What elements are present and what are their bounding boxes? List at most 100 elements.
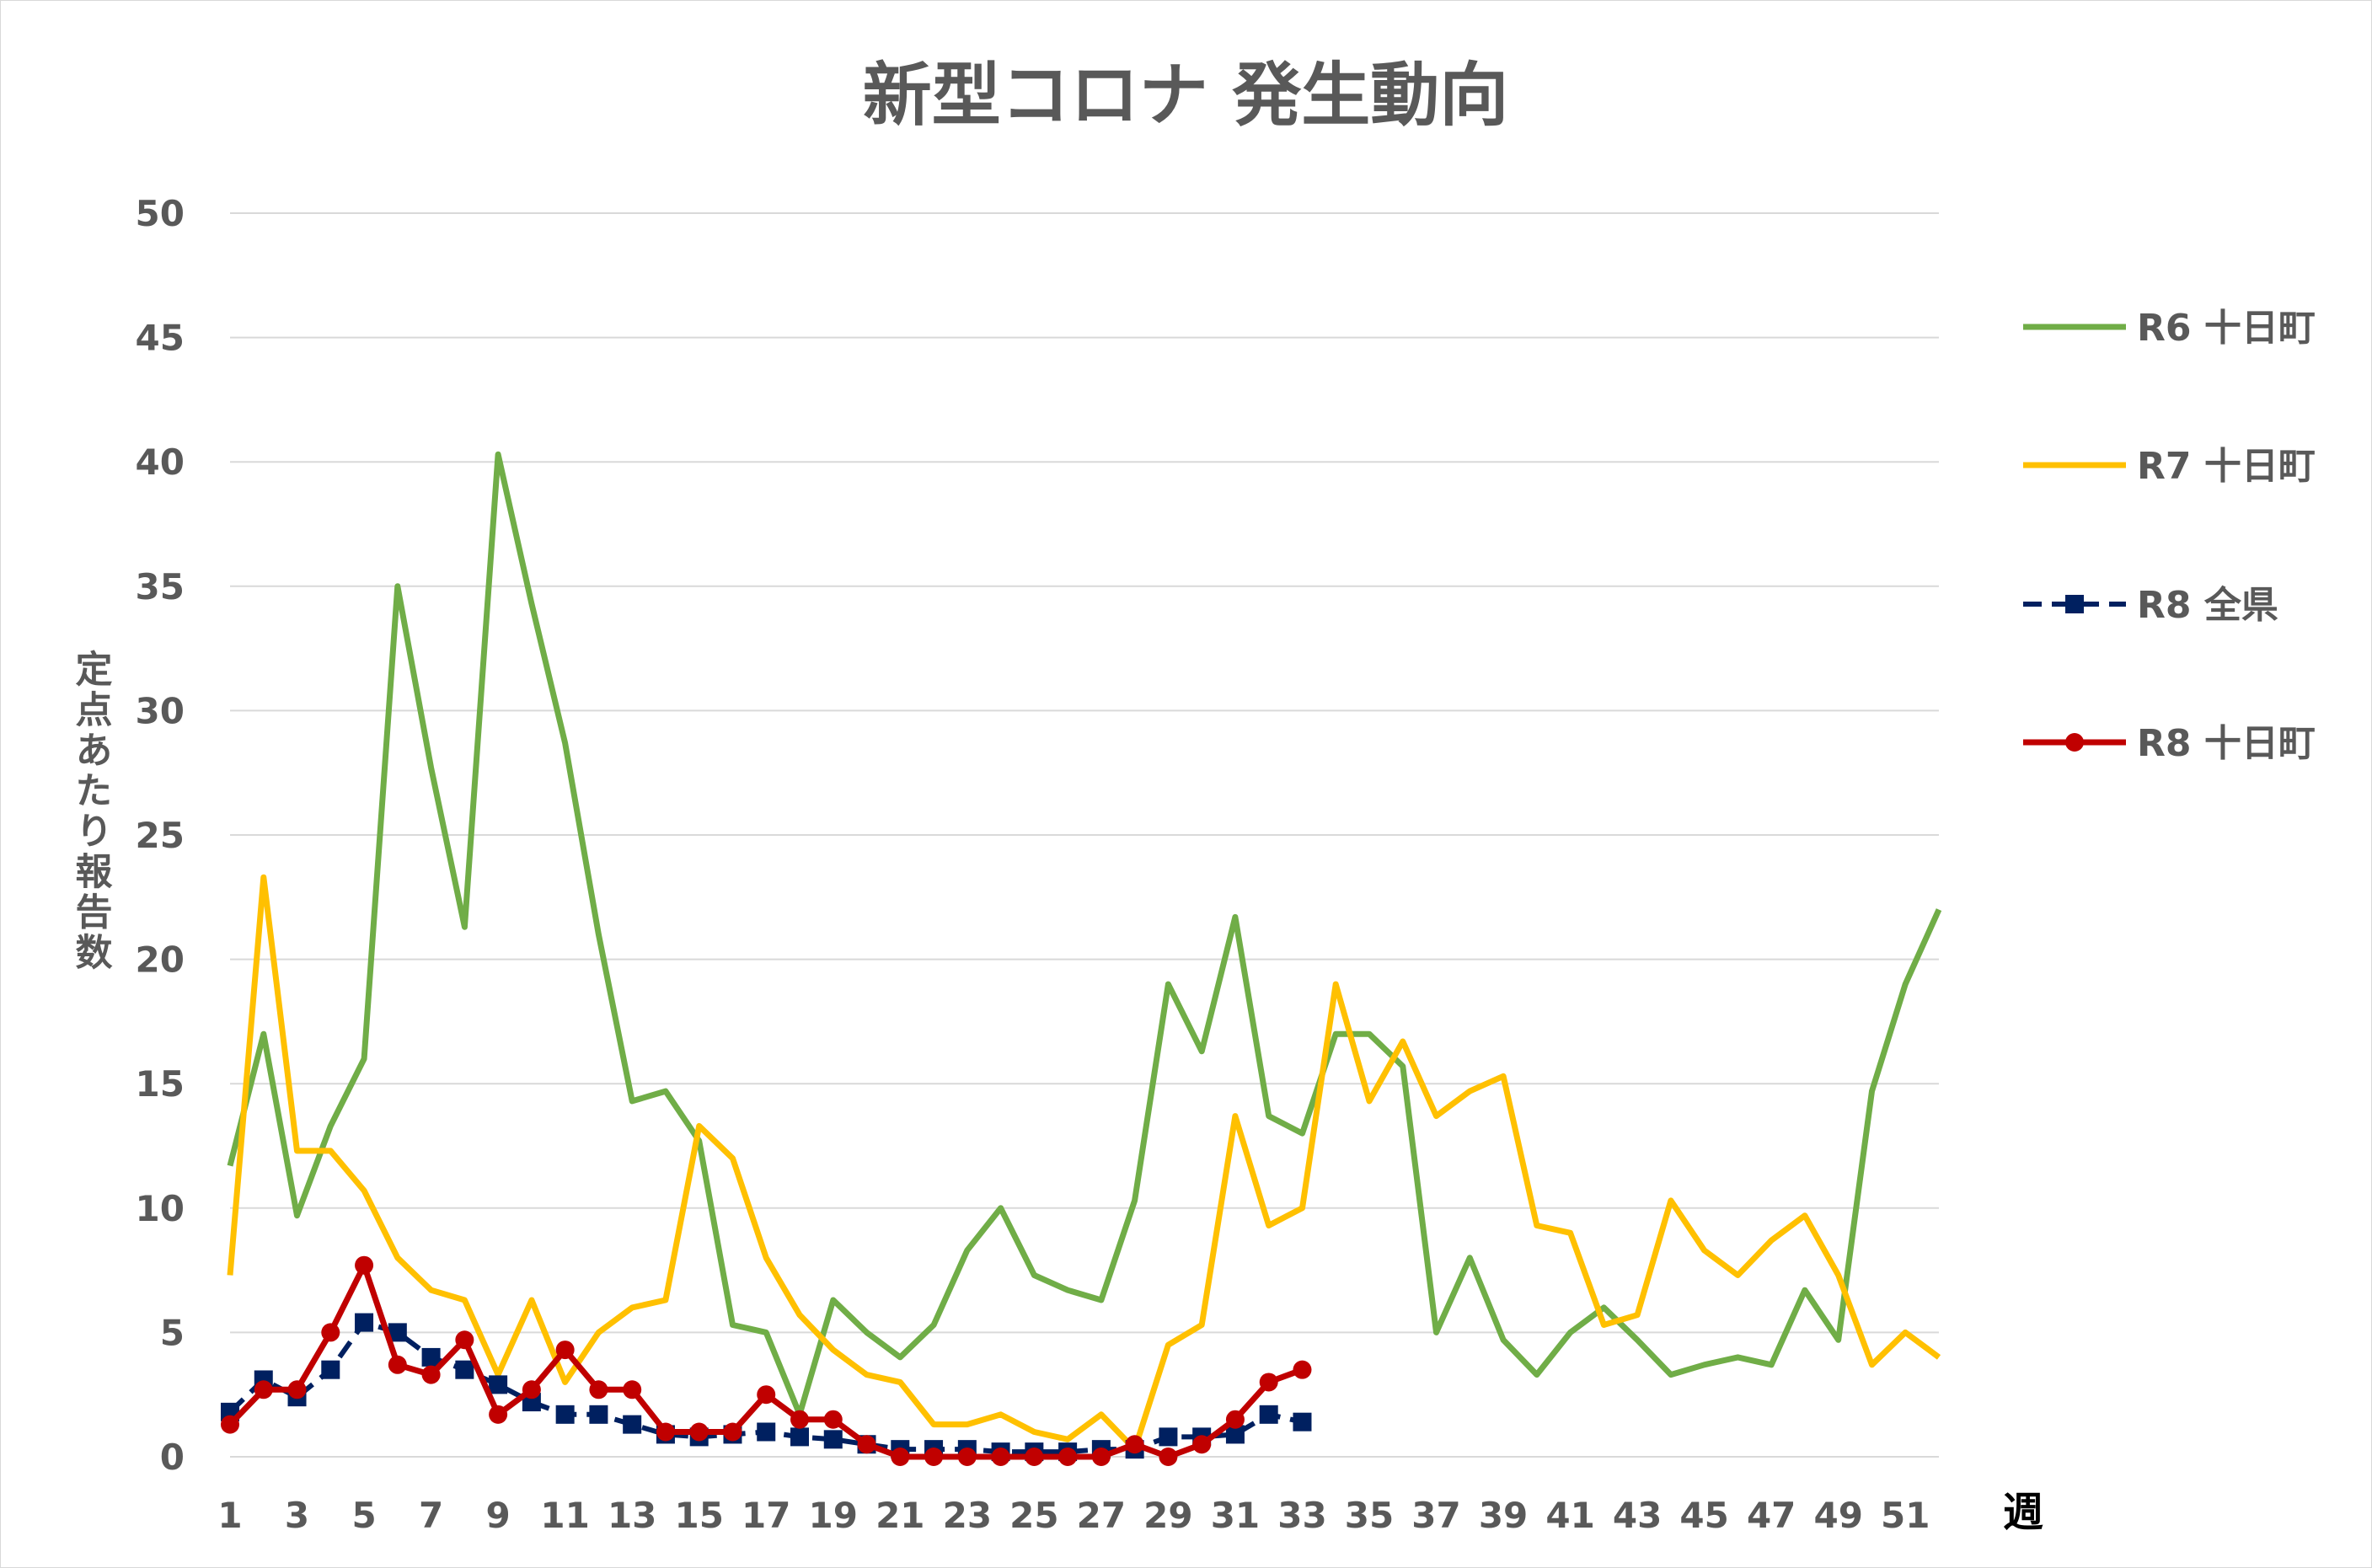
data-point	[1259, 1405, 1278, 1424]
data-point	[1259, 1373, 1278, 1392]
data-point	[522, 1380, 541, 1399]
data-point	[321, 1323, 340, 1342]
data-point	[790, 1410, 809, 1429]
y-tick-label: 15	[136, 1063, 185, 1105]
data-point	[823, 1430, 843, 1449]
data-point	[555, 1341, 575, 1360]
data-point	[757, 1385, 776, 1405]
data-point	[1225, 1410, 1245, 1429]
chart-title: 新型コロナ 発生動向	[863, 56, 1509, 136]
data-point	[1091, 1448, 1111, 1466]
data-point	[689, 1422, 709, 1442]
x-tick-label: 3	[285, 1495, 309, 1536]
data-point	[455, 1330, 474, 1350]
data-point	[421, 1365, 441, 1384]
data-point	[656, 1422, 675, 1442]
legend-marker	[2065, 595, 2084, 613]
legend-label: R8 十日町	[2137, 722, 2316, 765]
y-axis-ticks: 0 5 10 15 20 25 30 35 40 45 50	[136, 193, 185, 1478]
y-tick-label: 35	[136, 566, 185, 607]
data-point	[757, 1422, 776, 1442]
data-point	[489, 1405, 508, 1424]
y-axis-title: 定点あたり報告数	[69, 650, 113, 973]
x-tick-label: 43	[1613, 1495, 1662, 1536]
x-tick-label: 23	[943, 1495, 992, 1536]
data-point	[355, 1313, 374, 1332]
data-point	[421, 1347, 441, 1367]
legend: R6 十日町 R7 十日町 R8 全県 R8 十日町	[2023, 307, 2316, 765]
y-tick-label: 20	[136, 939, 185, 981]
data-point	[1293, 1360, 1312, 1379]
data-point	[355, 1255, 374, 1275]
data-point	[388, 1323, 407, 1342]
x-tick-label: 37	[1411, 1495, 1460, 1536]
data-point	[1293, 1412, 1312, 1432]
data-point	[589, 1405, 608, 1424]
data-point	[254, 1380, 273, 1399]
y-tick-label: 10	[136, 1188, 185, 1229]
y-tick-label: 30	[136, 690, 185, 731]
x-tick-label: 33	[1277, 1495, 1326, 1536]
data-point	[388, 1355, 407, 1374]
data-point	[723, 1422, 742, 1442]
x-tick-label: 13	[608, 1495, 656, 1536]
series-1	[227, 451, 1942, 1418]
legend-item: R8 十日町	[2023, 722, 2316, 765]
series-line	[227, 451, 1942, 1418]
x-tick-label: 15	[674, 1495, 723, 1536]
data-point	[1025, 1448, 1044, 1466]
x-tick-label: 25	[1009, 1495, 1058, 1536]
x-axis-ticks: 1 3 5 7 9 11 13 15 17 19 21 23 25 27 29 31 33 35 37 39 41 43 4…	[217, 1495, 1930, 1536]
data-point	[1058, 1448, 1078, 1466]
x-tick-label: 41	[1545, 1495, 1594, 1536]
data-point	[823, 1410, 843, 1429]
x-tick-label: 31	[1211, 1495, 1260, 1536]
x-axis-title: 週	[2003, 1489, 2043, 1536]
gridlines	[230, 212, 1939, 1458]
legend-label: R7 十日町	[2137, 445, 2316, 488]
y-tick-label: 0	[160, 1437, 185, 1478]
data-point	[857, 1435, 876, 1454]
y-tick-label: 45	[136, 318, 185, 359]
data-point	[623, 1380, 642, 1399]
data-point	[1192, 1435, 1212, 1454]
series-line	[227, 874, 1941, 1453]
series-2	[227, 874, 1941, 1453]
x-tick-label: 5	[351, 1495, 376, 1536]
data-point	[221, 1415, 239, 1434]
x-tick-label: 47	[1747, 1495, 1796, 1536]
x-tick-label: 17	[742, 1495, 790, 1536]
legend-item: R6 十日町	[2023, 307, 2316, 350]
x-tick-label: 29	[1143, 1495, 1192, 1536]
x-tick-label: 51	[1881, 1495, 1930, 1536]
y-tick-label: 5	[160, 1312, 185, 1353]
legend-marker	[2065, 733, 2084, 752]
legend-label: R6 十日町	[2137, 307, 2316, 350]
x-tick-label: 19	[809, 1495, 858, 1536]
data-point	[489, 1375, 508, 1394]
x-tick-label: 45	[1679, 1495, 1728, 1536]
data-point	[1159, 1427, 1178, 1447]
data-point	[924, 1448, 944, 1466]
data-point	[623, 1415, 642, 1434]
legend-label: R8 全県	[2137, 584, 2278, 627]
x-tick-label: 1	[217, 1495, 242, 1536]
y-tick-label: 25	[136, 815, 185, 856]
x-tick-label: 35	[1345, 1495, 1394, 1536]
x-tick-label: 11	[540, 1495, 589, 1536]
data-point	[1225, 1425, 1245, 1444]
data-point	[287, 1380, 307, 1399]
plot-area	[221, 451, 1942, 1466]
data-point	[957, 1448, 977, 1466]
data-point	[1159, 1448, 1178, 1466]
x-tick-label: 49	[1813, 1495, 1862, 1536]
data-point	[790, 1427, 809, 1447]
legend-item: R7 十日町	[2023, 445, 2316, 488]
x-tick-label: 7	[419, 1495, 443, 1536]
y-tick-label: 50	[136, 193, 185, 234]
series-4	[221, 1255, 1312, 1466]
x-tick-label: 27	[1077, 1495, 1126, 1536]
data-point	[589, 1380, 608, 1399]
